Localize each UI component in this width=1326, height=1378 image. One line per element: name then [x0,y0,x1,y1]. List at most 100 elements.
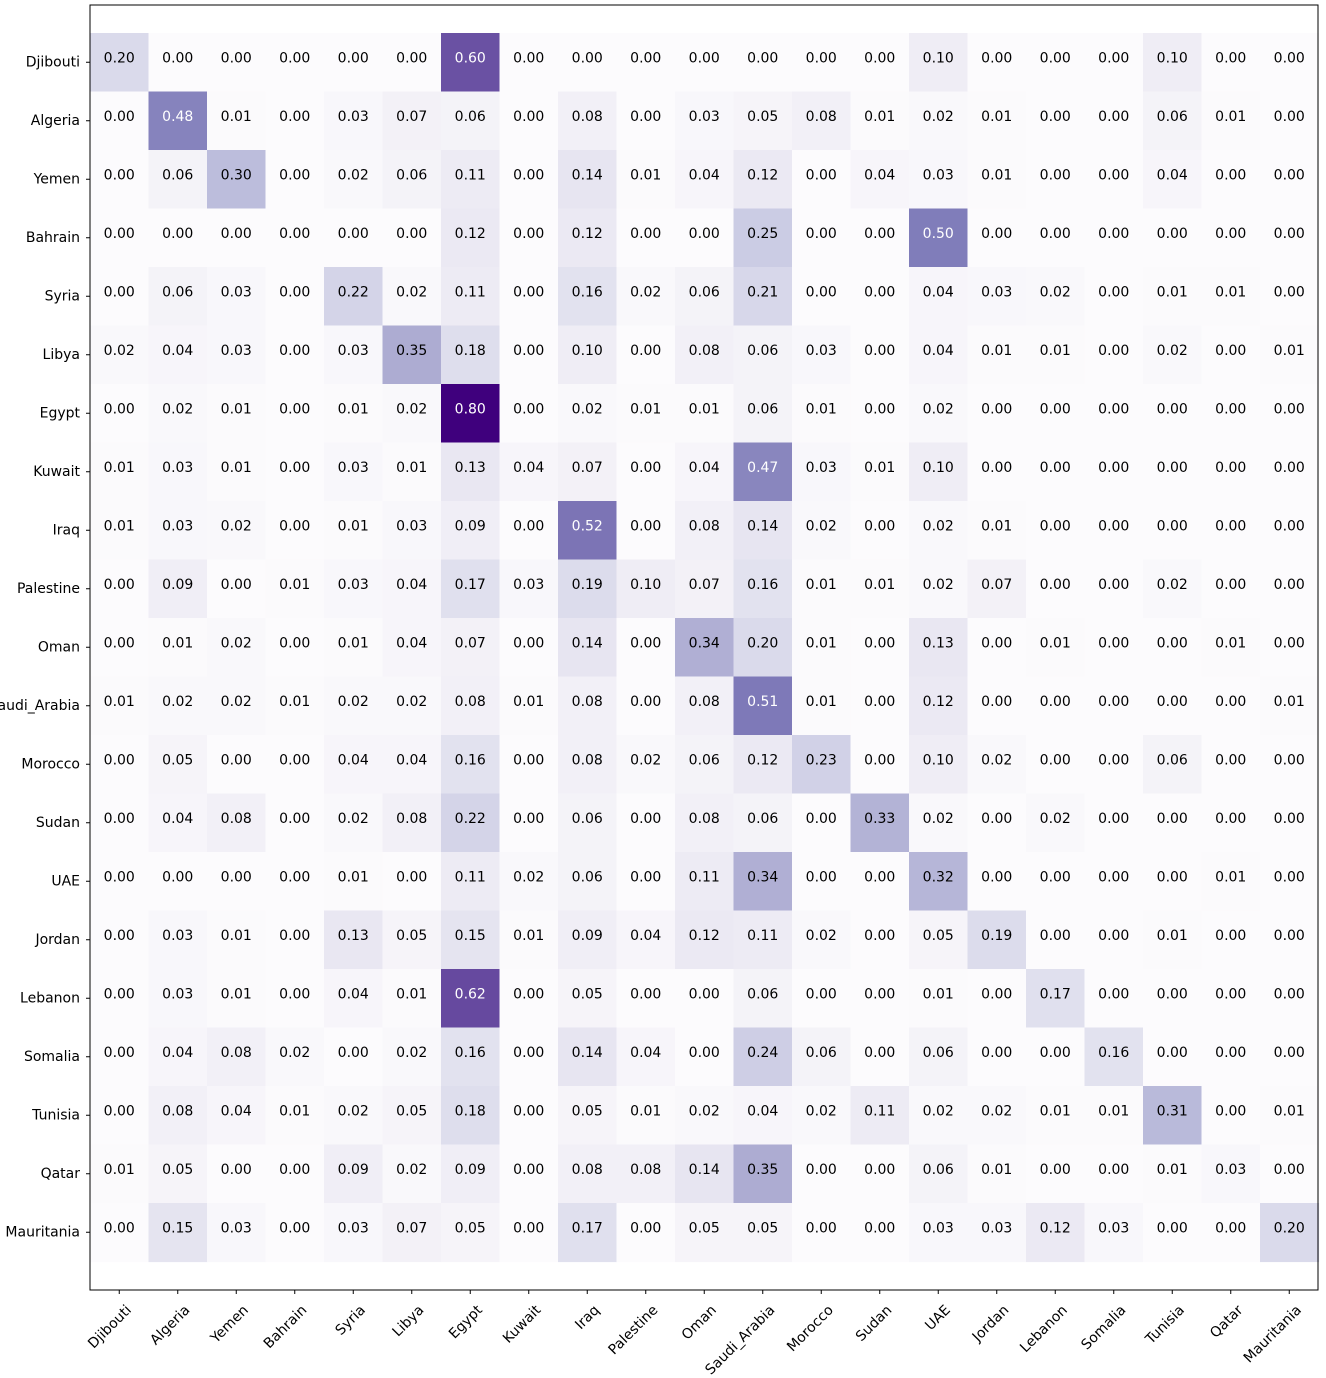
cell-value-label: 0.03 [1098,1220,1129,1236]
cell-value-label: 0.12 [923,694,954,710]
cell-value-label: 0.00 [104,811,135,827]
heatmap-cell-libya-sudan [850,325,910,385]
cell-value-label: 0.05 [572,1103,603,1119]
cell-value-label: 0.04 [513,460,544,476]
heatmap-cell-saudi-arabia-morocco [792,676,852,736]
heatmap-cell-uae-kuwait [499,852,559,912]
heatmap-cell-syria-bahrain [265,267,325,327]
heatmap-cell-oman-lebanon [1026,618,1086,678]
heatmap-cell-saudi-arabia-iraq [558,676,618,736]
heatmap-cell-syria-yemen [207,267,267,327]
cell-value-label: 0.03 [338,109,369,125]
cell-value-label: 0.62 [455,986,486,1002]
cell-value-label: 0.04 [689,167,720,183]
heatmap-cell-tunisia-libya [382,1086,442,1146]
cell-value-label: 0.12 [689,928,720,944]
heatmap-cell-lebanon-palestine [616,969,676,1029]
heatmap-cell-mauritania-kuwait [499,1203,559,1263]
cell-value-label: 0.00 [221,226,252,242]
heatmap-cell-lebanon-egypt [441,969,501,1029]
cell-value-label: 0.00 [1157,811,1188,827]
cell-value-label: 0.22 [338,284,369,300]
cell-value-label: 0.00 [338,226,369,242]
cell-value-label: 0.00 [162,50,193,66]
heatmap-cell-palestine-uae [909,559,969,619]
cell-value-label: 0.11 [455,167,486,183]
cell-value-label: 0.01 [1157,928,1188,944]
heatmap-cell-libya-iraq [558,325,618,385]
cell-value-label: 0.00 [279,401,310,417]
cell-value-label: 0.06 [1157,109,1188,125]
heatmap-cell-sudan-libya [382,793,442,853]
heatmap-cell-sudan-algeria [148,793,208,853]
cell-value-label: 0.00 [1098,401,1129,417]
y-tick-label-bahrain: Bahrain [26,230,80,246]
heatmap-cell-oman-algeria [148,618,208,678]
heatmap-cell-egypt-kuwait [499,384,559,444]
heatmap-cell-djibouti-bahrain [265,33,325,93]
cell-value-label: 0.01 [981,518,1012,534]
heatmap-cell-mauritania-saudi-arabia [733,1203,793,1263]
cell-value-label: 0.02 [630,752,661,768]
cell-value-label: 0.03 [162,518,193,534]
cell-value-label: 0.00 [630,109,661,125]
heatmap-cell-yemen-uae [909,150,969,210]
heatmap-cell-morocco-bahrain [265,735,325,795]
heatmap-cell-somalia-saudi-arabia [733,1027,793,1087]
cell-value-label: 0.01 [806,401,837,417]
cell-value-label: 0.01 [221,109,252,125]
cell-value-label: 0.00 [1157,1220,1188,1236]
heatmap-cell-somalia-bahrain [265,1027,325,1087]
cell-value-label: 0.01 [279,1103,310,1119]
cell-value-label: 0.00 [1215,928,1246,944]
heatmap-cell-yemen-egypt [441,150,501,210]
cell-value-label: 0.00 [1040,401,1071,417]
heatmap-cell-somalia-algeria [148,1027,208,1087]
cell-value-label: 0.02 [396,694,427,710]
cell-value-label: 0.00 [1040,109,1071,125]
cell-value-label: 0.01 [396,986,427,1002]
cell-value-label: 0.02 [1040,811,1071,827]
heatmap-cell-jordan-sudan [850,910,910,970]
cell-value-label: 0.06 [572,811,603,827]
heatmap-cell-algeria-jordan [967,91,1027,151]
cell-value-label: 0.18 [455,343,486,359]
cell-value-label: 0.00 [513,167,544,183]
heatmap-cell-palestine-bahrain [265,559,325,619]
cell-value-label: 0.00 [1274,577,1305,593]
heatmap-cell-uae-egypt [441,852,501,912]
cell-value-label: 0.00 [806,1162,837,1178]
cell-value-label: 0.00 [864,401,895,417]
heatmap-cell-jordan-algeria [148,910,208,970]
heatmap-cell-djibouti-libya [382,33,442,93]
heatmap-cell-qatar-uae [909,1144,969,1204]
heatmap-cell-jordan-jordan [967,910,1027,970]
cell-value-label: 0.00 [104,752,135,768]
cell-value-label: 0.03 [981,284,1012,300]
heatmap-cell-kuwait-saudi-arabia [733,442,793,502]
heatmap-cell-lebanon-kuwait [499,969,559,1029]
cell-value-label: 0.02 [338,694,369,710]
heatmap-cell-somalia-djibouti [90,1027,150,1087]
cell-value-label: 0.00 [221,869,252,885]
cell-value-label: 0.00 [513,343,544,359]
heatmap-cell-sudan-oman [675,793,735,853]
heatmap-cell-saudi-arabia-jordan [967,676,1027,736]
cell-value-label: 0.00 [1098,811,1129,827]
heatmap-cell-palestine-yemen [207,559,267,619]
cell-value-label: 0.03 [221,1220,252,1236]
cell-value-label: 0.00 [630,635,661,651]
heatmap-cell-yemen-yemen [207,150,267,210]
heatmap-cell-iraq-saudi-arabia [733,501,793,561]
cell-value-label: 0.00 [513,1220,544,1236]
heatmap-cell-bahrain-morocco [792,208,852,268]
heatmap-cell-syria-jordan [967,267,1027,327]
heatmap-cell-kuwait-egypt [441,442,501,502]
cell-value-label: 0.00 [1098,460,1129,476]
heatmap-cell-jordan-bahrain [265,910,325,970]
cell-value-label: 0.04 [162,1045,193,1061]
cell-value-label: 0.00 [1098,752,1129,768]
heatmap-cell-bahrain-mauritania [1260,208,1320,268]
heatmap-cell-jordan-mauritania [1260,910,1320,970]
heatmap-cell-tunisia-qatar [1201,1086,1261,1146]
